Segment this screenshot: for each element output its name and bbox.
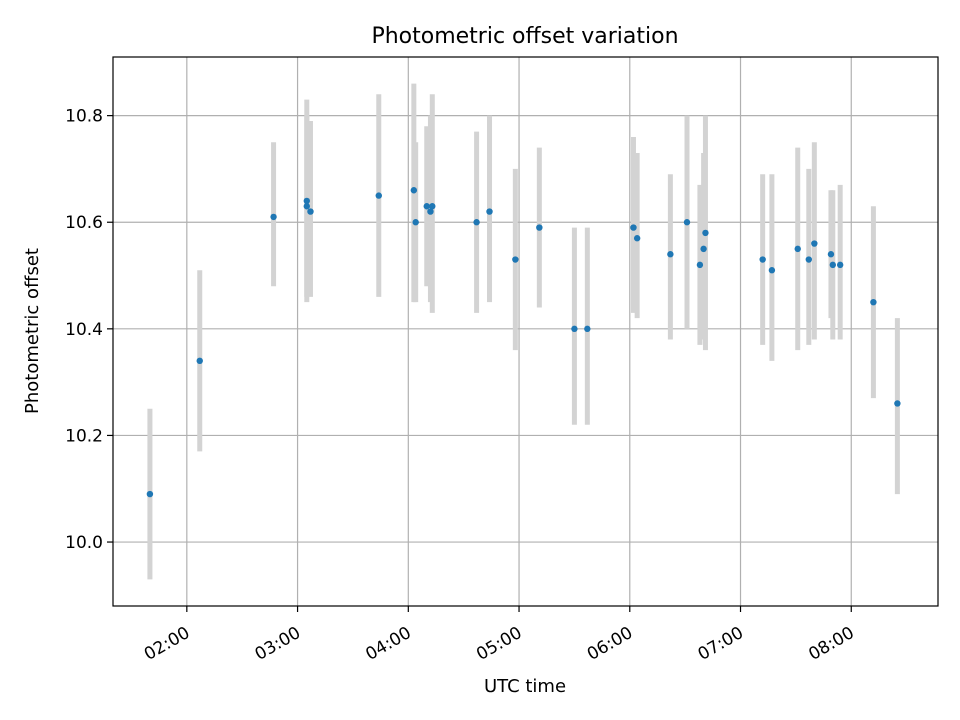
data-point: [375, 192, 382, 199]
grid: [113, 57, 938, 606]
data-point: [683, 219, 691, 226]
y-tick-label: 10.2: [65, 426, 103, 446]
data-point: [794, 245, 801, 253]
x-axis-label: UTC time: [484, 676, 566, 697]
data-point: [811, 240, 818, 247]
data-point: [630, 224, 637, 231]
y-tick-label: 10.8: [65, 107, 103, 127]
data-point: [410, 187, 418, 194]
data-point: [584, 325, 591, 333]
data-point: [427, 208, 434, 215]
data-point: [894, 400, 901, 407]
data-point: [146, 490, 154, 498]
data-point: [303, 203, 310, 210]
data-point: [486, 208, 493, 215]
data-point: [829, 261, 836, 269]
data-point: [870, 298, 877, 306]
data-point: [512, 256, 519, 263]
data-point: [633, 235, 641, 242]
data-point: [307, 208, 314, 215]
data-point: [805, 256, 813, 263]
chart-title: Photometric offset variation: [371, 24, 678, 49]
data-point: [303, 197, 310, 205]
data-point: [836, 261, 844, 269]
y-axis-label: Photometric offset: [22, 248, 43, 414]
data-point: [696, 261, 704, 269]
data-point: [702, 229, 709, 237]
data-point: [412, 219, 419, 226]
data-point: [667, 251, 674, 258]
y-tick-label: 10.0: [65, 533, 103, 553]
y-axis-ticks: 10.0 10.2 10.4 10.6 10.8: [65, 107, 113, 553]
data-point: [473, 219, 480, 226]
data-point: [571, 325, 578, 333]
data-point: [270, 213, 277, 221]
data-point: [759, 256, 766, 263]
plot-frame: [112, 56, 939, 607]
data-point: [768, 267, 776, 274]
y-tick-label: 10.4: [65, 320, 103, 340]
data-point: [423, 203, 430, 210]
data-point: [827, 251, 835, 258]
data-point: [429, 203, 436, 210]
data-point: [536, 224, 543, 231]
y-tick-label: 10.6: [65, 213, 103, 233]
data-point: [196, 357, 203, 365]
data-point: [700, 245, 707, 253]
data-points: [146, 187, 901, 498]
